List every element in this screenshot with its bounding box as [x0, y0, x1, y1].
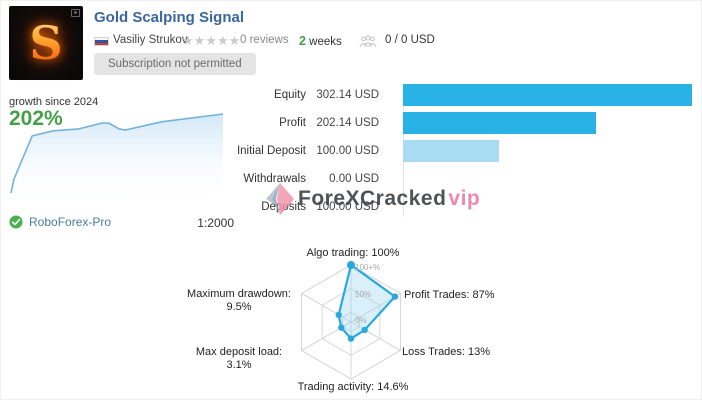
bar-value-label: 202.14 USD	[316, 117, 379, 129]
bar-category-label: Initial Deposit	[236, 145, 306, 157]
radar-label-trading-activity: Trading activity: 14.6%	[297, 381, 409, 393]
photo-badge-icon	[71, 9, 80, 17]
bar-row-initial-deposit: Initial Deposit 100.00 USD	[1, 140, 701, 162]
bar-category-label: Equity	[274, 89, 306, 101]
profit-bar	[403, 112, 597, 134]
bar-value-label: 0.00 USD	[329, 173, 379, 185]
growth-area-chart	[10, 113, 224, 203]
signal-title[interactable]: Gold Scalping Signal	[94, 9, 245, 26]
broker-row: RoboForex-Pro	[9, 215, 111, 229]
bar-value-label: 100.00 USD	[316, 201, 379, 213]
subscribers-count: 0 / 0 USD	[385, 34, 435, 46]
signal-meta-row: Vasiliy Strukov ★★★★★ 0 reviews 2 weeks …	[1, 33, 701, 51]
flame-letter: S	[9, 6, 83, 80]
broker-link[interactable]: RoboForex-Pro	[29, 215, 112, 229]
bar-row-withdrawals: Withdrawals 0.00 USD	[1, 168, 701, 190]
radar-label-maximum-drawdown: Maximum drawdown: 9.5%	[187, 288, 291, 313]
subscribers-icon	[359, 35, 377, 51]
bar-category-label: Deposits	[261, 201, 306, 213]
growth-percentage: 202%	[9, 107, 63, 130]
radar-ring-label-0: 0%	[355, 316, 367, 325]
radar-ring-label-50: 50%	[355, 290, 372, 299]
equity-bar	[403, 84, 692, 106]
leverage-value: 1:2000	[197, 216, 234, 230]
radar-ring-label-100: 100+%	[355, 263, 381, 272]
bar-category-label: Profit	[279, 117, 306, 129]
initial-deposit-bar	[403, 140, 499, 162]
bar-row-profit: Profit 202.14 USD	[1, 112, 701, 134]
bar-value-label: 302.14 USD	[316, 89, 379, 101]
verified-check-icon	[9, 215, 23, 229]
radar-chart	[301, 261, 401, 380]
rating-stars: ★★★★★	[182, 33, 241, 48]
reviews-link[interactable]: 0 reviews	[240, 34, 289, 46]
signal-age: 2 weeks	[299, 34, 342, 48]
growth-chart-title: growth since 2024	[9, 96, 99, 108]
bar-row-equity: Equity 302.14 USD	[1, 84, 701, 106]
radar-label-profit-trades: Profit Trades: 87%	[404, 289, 495, 301]
radar-label-loss-trades: Loss Trades: 13%	[402, 346, 491, 358]
signal-avatar: S	[9, 6, 83, 80]
author-link[interactable]: Vasiliy Strukov	[113, 34, 188, 46]
age-unit: weeks	[309, 36, 342, 48]
radar-label-algo-trading: Algo trading: 100%	[306, 247, 400, 259]
bar-value-label: 100.00 USD	[316, 145, 379, 157]
subscription-button[interactable]: Subscription not permitted	[94, 53, 256, 75]
bar-row-deposits: Deposits 100.00 USD	[1, 196, 701, 218]
age-number: 2	[299, 34, 306, 48]
russia-flag-icon	[94, 37, 109, 46]
radar-label-max-deposit-load: Max deposit load: 3.1%	[195, 346, 283, 371]
bar-category-label: Withdrawals	[243, 173, 306, 185]
